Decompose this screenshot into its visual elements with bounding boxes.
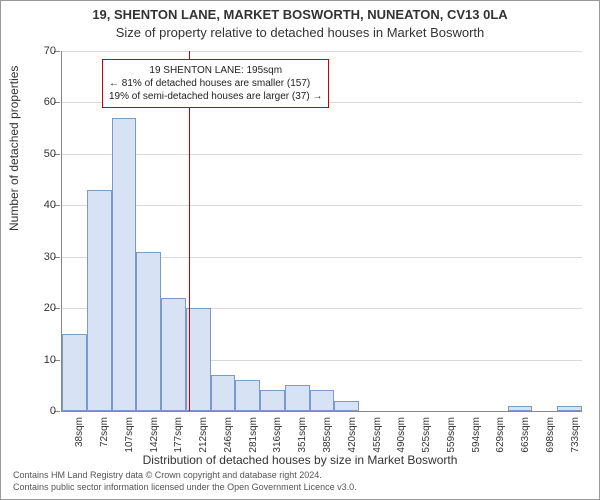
histogram-bar: [136, 252, 161, 411]
chart-title-line1: 19, SHENTON LANE, MARKET BOSWORTH, NUNEA…: [1, 7, 599, 22]
x-tick-label: 246sqm: [223, 417, 234, 477]
chart-container: { "chart": { "type": "histogram", "title…: [0, 0, 600, 500]
x-tick-label: 455sqm: [372, 417, 383, 477]
y-tick-label: 10: [28, 354, 56, 366]
gridline: [62, 154, 582, 155]
y-tick-label: 20: [28, 302, 56, 314]
histogram-bar: [260, 390, 285, 411]
histogram-bar: [62, 334, 87, 411]
plot-area: 01020304050607038sqm72sqm107sqm142sqm177…: [61, 51, 582, 412]
x-tick-label: 663sqm: [520, 417, 531, 477]
x-tick-label: 177sqm: [173, 417, 184, 477]
histogram-bar: [87, 190, 112, 411]
y-tick-label: 30: [28, 251, 56, 263]
y-tick-label: 40: [28, 199, 56, 211]
x-axis-title: Distribution of detached houses by size …: [1, 453, 599, 467]
x-tick-label: 38sqm: [74, 417, 85, 477]
chart-title-line2: Size of property relative to detached ho…: [1, 25, 599, 40]
x-tick-label: 629sqm: [495, 417, 506, 477]
histogram-bar: [235, 380, 260, 411]
footer-line1: Contains HM Land Registry data © Crown c…: [13, 469, 357, 481]
footer: Contains HM Land Registry data © Crown c…: [13, 469, 357, 493]
y-tick-label: 50: [28, 148, 56, 160]
x-tick-label: 385sqm: [322, 417, 333, 477]
x-tick-label: 316sqm: [272, 417, 283, 477]
x-tick-label: 559sqm: [446, 417, 457, 477]
histogram-bar: [334, 401, 359, 411]
y-tick-label: 60: [28, 96, 56, 108]
x-tick-label: 107sqm: [124, 417, 135, 477]
x-tick-label: 698sqm: [545, 417, 556, 477]
x-tick-label: 351sqm: [297, 417, 308, 477]
x-tick-label: 733sqm: [570, 417, 581, 477]
x-tick-label: 142sqm: [149, 417, 160, 477]
annotation-line3: 19% of semi-detached houses are larger (…: [109, 90, 322, 103]
x-tick-label: 525sqm: [421, 417, 432, 477]
gridline: [62, 51, 582, 52]
x-tick-label: 72sqm: [99, 417, 110, 477]
x-tick-label: 420sqm: [347, 417, 358, 477]
histogram-bar: [211, 375, 236, 411]
histogram-bar: [557, 406, 582, 411]
y-tick-label: 70: [28, 45, 56, 57]
histogram-bar: [161, 298, 186, 411]
x-tick-label: 212sqm: [198, 417, 209, 477]
annotation-line2: ← 81% of detached houses are smaller (15…: [109, 77, 322, 90]
x-tick-label: 594sqm: [471, 417, 482, 477]
annotation-line1: 19 SHENTON LANE: 195sqm: [109, 64, 322, 77]
histogram-bar: [508, 406, 533, 411]
footer-line2: Contains public sector information licen…: [13, 481, 357, 493]
x-tick-label: 281sqm: [248, 417, 259, 477]
x-tick-label: 490sqm: [396, 417, 407, 477]
y-axis-title: Number of detached properties: [7, 66, 21, 231]
gridline: [62, 205, 582, 206]
histogram-bar: [310, 390, 335, 411]
reference-annotation-box: 19 SHENTON LANE: 195sqm ← 81% of detache…: [102, 59, 329, 108]
histogram-bar: [112, 118, 137, 411]
y-tick-label: 0: [28, 405, 56, 417]
histogram-bar: [285, 385, 310, 411]
